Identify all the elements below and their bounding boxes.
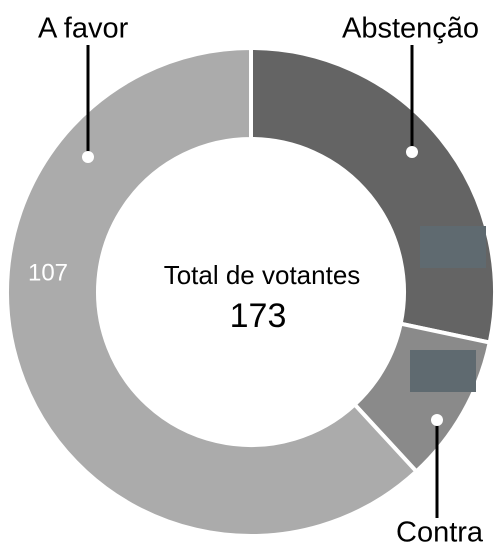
donut-slice (251, 48, 495, 343)
callout-dot (431, 414, 443, 426)
image-thumbnail (420, 226, 486, 268)
callout-dot (406, 146, 418, 158)
data-label: 107 (28, 259, 68, 286)
legend-label: Contra (396, 517, 484, 549)
image-thumbnail (410, 350, 476, 392)
callout-dot (82, 151, 94, 163)
center-label: Total de votantes (164, 260, 361, 290)
center-total: 173 (230, 297, 287, 335)
chart: A favor Abstenção Contra Total de votant… (0, 0, 496, 550)
legend-label: A favor (38, 13, 129, 45)
legend-label: Abstenção (342, 13, 479, 45)
slices (7, 48, 495, 536)
